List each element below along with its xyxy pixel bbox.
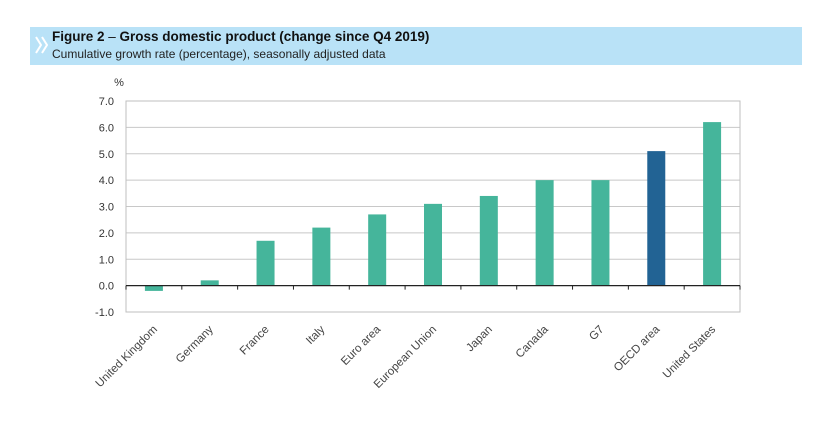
x-tick-label: G7 (587, 324, 606, 343)
figure-title-text: Gross domestic product (change since Q4 … (119, 29, 430, 44)
bar (200, 280, 219, 286)
x-tick-label: European Union (372, 324, 439, 391)
y-tick-label: 1.0 (99, 254, 114, 266)
bar (647, 151, 666, 286)
bar (256, 240, 275, 286)
y-tick-label: -1.0 (95, 307, 114, 319)
bar (703, 122, 722, 286)
bar (591, 180, 610, 286)
figure-label: Figure 2 (52, 29, 105, 44)
x-tick-label: OECD area (612, 323, 663, 374)
y-axis-label: % (114, 77, 124, 89)
y-tick-label: 4.0 (99, 175, 114, 187)
bar (368, 214, 387, 286)
plot-area-frame (125, 100, 741, 313)
double-chevron-icon (35, 36, 49, 54)
x-tick-label: France (238, 324, 272, 358)
bar (424, 203, 442, 286)
figure-header: Figure 2 – Gross domestic product (chang… (30, 27, 802, 65)
y-tick-label: 2.0 (99, 228, 114, 240)
y-tick-label: 0.0 (99, 281, 114, 293)
x-tick-label: Germany (174, 323, 216, 365)
x-tick-label: United Kingdom (94, 324, 160, 390)
x-tick-label: Japan (464, 324, 495, 355)
x-tick-label: Euro area (339, 323, 384, 368)
figure-title: Figure 2 – Gross domestic product (chang… (52, 29, 429, 44)
bar (535, 180, 554, 286)
y-tick-label: 6.0 (99, 122, 114, 134)
y-tick-label: 3.0 (99, 202, 114, 214)
x-tick-label: Italy (304, 323, 328, 347)
title-separator: – (104, 29, 120, 44)
bar (144, 285, 163, 291)
bar (312, 227, 331, 286)
bar (479, 195, 498, 286)
figure-subtitle: Cumulative growth rate (percentage), sea… (52, 47, 386, 61)
y-tick-label: 5.0 (99, 149, 114, 161)
x-tick-label: Canada (514, 323, 551, 360)
y-tick-label: 7.0 (99, 96, 114, 108)
x-tick-label: United States (661, 323, 718, 380)
